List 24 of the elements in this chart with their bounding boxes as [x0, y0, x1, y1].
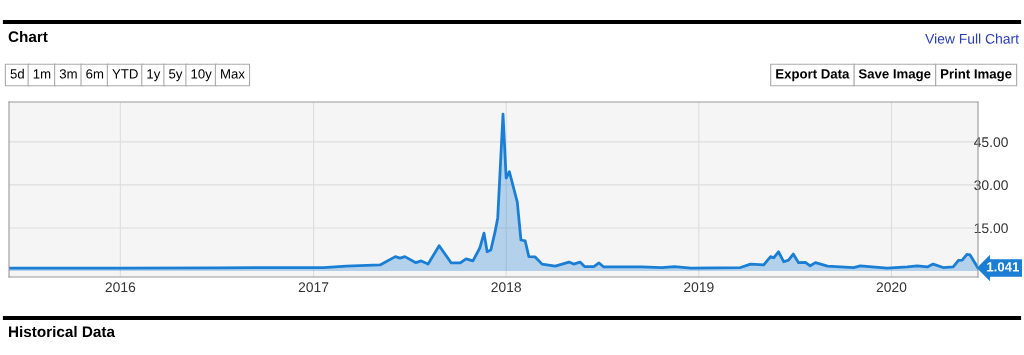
x-tick-label: 2018: [491, 282, 522, 293]
text: 1m: [33, 69, 51, 79]
text: 1y: [147, 69, 161, 82]
text: Print Image: [941, 68, 1012, 82]
text: Max: [221, 69, 245, 79]
text: View Full Chart: [925, 33, 1019, 44]
text: 5y: [169, 69, 183, 82]
annotation: 1.041: [987, 262, 1019, 272]
x-tick-label: 2017: [298, 282, 329, 293]
text: Save Image: [858, 69, 931, 82]
x-tick-label: 2020: [876, 282, 907, 293]
y-tick-label: 45.00: [973, 137, 1008, 148]
y-tick-label: 30.00: [974, 180, 1008, 191]
text: YTD: [112, 69, 138, 79]
x-tick-label: 2019: [684, 282, 714, 293]
x-tick-label: 2016: [105, 282, 136, 293]
text: Export Data: [776, 69, 850, 82]
chart-title: Chart: [8, 30, 48, 43]
text: 3m: [59, 69, 77, 79]
text: 10y: [191, 69, 212, 82]
text: 6m: [86, 69, 104, 79]
text: 5d: [10, 68, 24, 79]
text: Historical Data: [9, 325, 116, 338]
y-tick-label: 15.00: [974, 223, 1008, 234]
